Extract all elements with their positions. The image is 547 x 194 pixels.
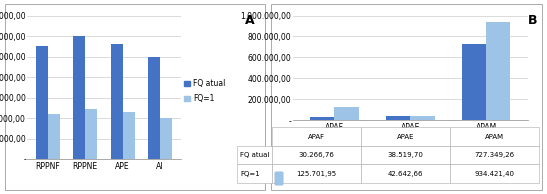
Bar bbox=[110, 44, 123, 159]
Bar bbox=[48, 114, 60, 159]
Bar bbox=[85, 109, 97, 159]
Bar bbox=[486, 22, 510, 120]
Bar bbox=[410, 116, 434, 120]
Bar bbox=[310, 117, 334, 120]
Bar bbox=[123, 112, 135, 159]
Text: A: A bbox=[245, 14, 254, 27]
Bar bbox=[462, 44, 486, 120]
Bar bbox=[386, 116, 410, 120]
Bar bbox=[334, 107, 359, 120]
Bar bbox=[148, 56, 160, 159]
Text: B: B bbox=[528, 14, 537, 27]
Bar bbox=[73, 36, 85, 159]
Bar bbox=[36, 46, 48, 159]
Bar bbox=[160, 118, 172, 159]
Legend: FQ atual, FQ=1: FQ atual, FQ=1 bbox=[184, 79, 226, 103]
